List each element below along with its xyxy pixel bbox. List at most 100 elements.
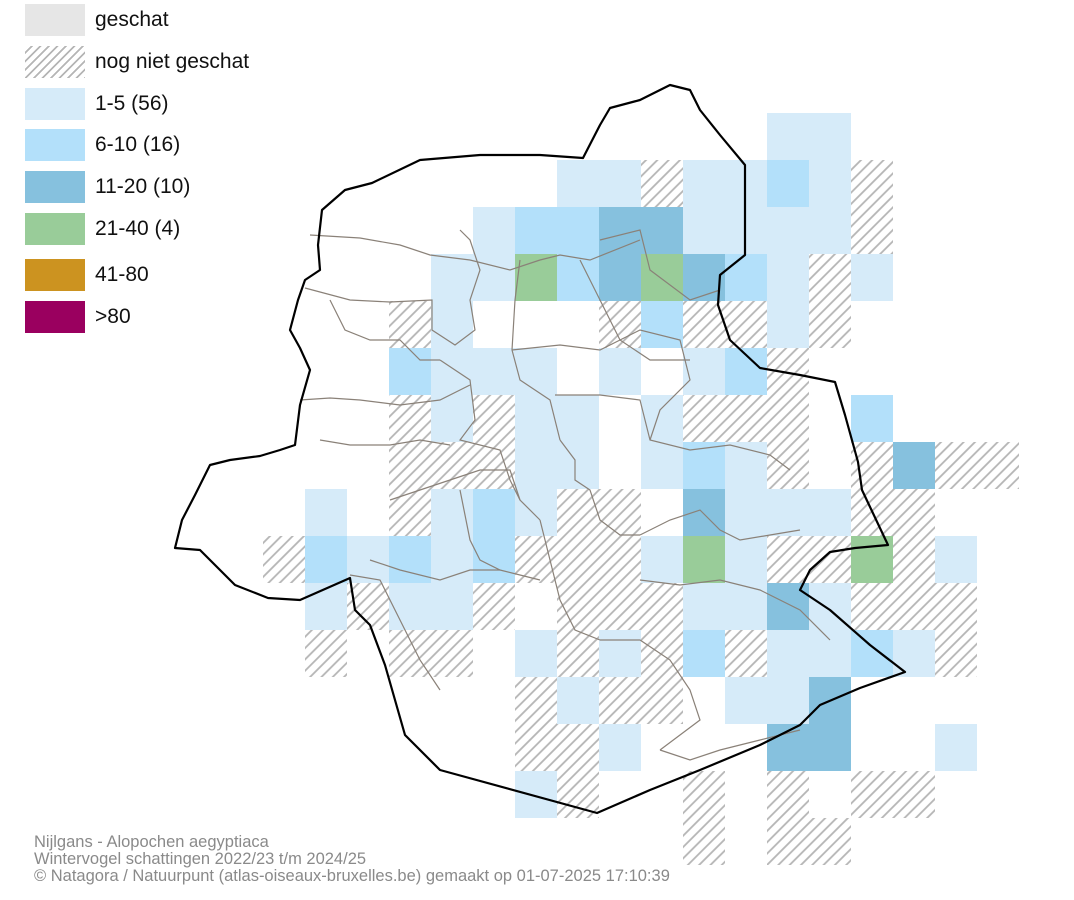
grid-cell-11-20 — [893, 442, 935, 489]
legend-item-11-20: 11-20 (10) — [25, 171, 190, 203]
grid-cell-not-estimated — [893, 536, 935, 583]
grid-cell-not-estimated — [389, 301, 431, 348]
grid-cell-not-estimated — [725, 630, 767, 677]
grid-cell-1-5 — [557, 160, 599, 207]
legend-swatch-6-10 — [25, 129, 85, 161]
grid-cell-1-5 — [809, 630, 851, 677]
grid-cell-1-5 — [473, 207, 515, 254]
grid-cell-11-20 — [809, 724, 851, 771]
legend-item-not-estimated: nog niet geschat — [25, 46, 249, 78]
grid-cell-11-20 — [599, 207, 641, 254]
grid-cell-not-estimated — [935, 630, 977, 677]
legend-label: >80 — [95, 305, 131, 328]
legend-item-1-5: 1-5 (56) — [25, 88, 169, 120]
grid-cell-6-10 — [389, 536, 431, 583]
region-boundary — [173, 83, 907, 815]
grid-cell-not-estimated — [683, 818, 725, 865]
grid-cell-1-5 — [809, 489, 851, 536]
grid-cell-not-estimated — [767, 536, 809, 583]
legend-label: 1-5 (56) — [95, 92, 169, 115]
grid-cell-not-estimated — [809, 536, 851, 583]
grid-cell-1-5 — [515, 771, 557, 818]
grid-cell-not-estimated — [767, 771, 809, 818]
grid-cell-1-5 — [725, 536, 767, 583]
legend-label: 6-10 (16) — [95, 133, 181, 156]
legend-item-6-10: 6-10 (16) — [25, 129, 180, 161]
grid-cell-not-estimated — [557, 630, 599, 677]
grid-cell-1-5 — [515, 630, 557, 677]
grid-cell-6-10 — [557, 207, 599, 254]
grid-cell-not-estimated — [431, 630, 473, 677]
grid-cell-not-estimated — [683, 301, 725, 348]
grid-cell-not-estimated — [851, 160, 893, 207]
grid-cell-1-5 — [431, 254, 473, 301]
grid-cell-1-5 — [515, 348, 557, 395]
grid-cell-not-estimated — [263, 536, 305, 583]
grid-cell-1-5 — [557, 395, 599, 442]
legend-label: nog niet geschat — [95, 50, 250, 73]
grid-cell-not-estimated — [809, 818, 851, 865]
grid-cell-not-estimated — [599, 301, 641, 348]
grid-cell-not-estimated — [977, 442, 1019, 489]
grid-cell-not-estimated — [767, 348, 809, 395]
grid-cell-1-5 — [767, 113, 809, 160]
grid-cell-not-estimated — [389, 395, 431, 442]
grid-cell-not-estimated — [515, 536, 557, 583]
grid-cell-11-20 — [599, 254, 641, 301]
legend-swatch-21-40 — [25, 213, 85, 245]
grid-cell-6-10 — [851, 395, 893, 442]
legend-swatch-11-20 — [25, 171, 85, 203]
grid-cell-1-5 — [767, 677, 809, 724]
grid-cell-not-estimated — [683, 395, 725, 442]
grid-cell-not-estimated — [557, 536, 599, 583]
grid-cell-1-5 — [809, 113, 851, 160]
grid-cell-6-10 — [515, 207, 557, 254]
grid-cell-1-5 — [515, 442, 557, 489]
grid-cell-not-estimated — [851, 442, 893, 489]
grid-cell-not-estimated — [809, 301, 851, 348]
legend-swatch-over-80 — [25, 301, 85, 333]
grid-cell-not-estimated — [431, 442, 473, 489]
grid-cell-1-5 — [851, 254, 893, 301]
grid-cell-1-5 — [725, 583, 767, 630]
grid-cell-1-5 — [641, 395, 683, 442]
grid-cell-1-5 — [725, 677, 767, 724]
grid-cell-not-estimated — [389, 442, 431, 489]
grid-cell-1-5 — [599, 724, 641, 771]
grid-cell-not-estimated — [893, 583, 935, 630]
legend-label: 41-80 — [95, 263, 149, 286]
grid-cell-1-5 — [893, 630, 935, 677]
grid-cell-11-20 — [641, 207, 683, 254]
grid-cell-not-estimated — [515, 677, 557, 724]
grid-cell-1-5 — [431, 583, 473, 630]
grid-cell-1-5 — [641, 442, 683, 489]
grid-cell-not-estimated — [935, 442, 977, 489]
grid-cell-not-estimated — [641, 677, 683, 724]
grid-cell-1-5 — [641, 536, 683, 583]
legend-swatch-1-5 — [25, 88, 85, 120]
grid-cell-1-5 — [431, 348, 473, 395]
grid-cell-1-5 — [515, 489, 557, 536]
grid-cell-1-5 — [683, 207, 725, 254]
grid-cell-not-estimated — [389, 630, 431, 677]
grid-cell-not-estimated — [599, 489, 641, 536]
legend-item-41-80: 41-80 — [25, 259, 149, 291]
legend-swatch-41-80 — [25, 259, 85, 291]
grid-cell-not-estimated — [557, 489, 599, 536]
grid-cell-6-10 — [305, 536, 347, 583]
legend-label: 21-40 (4) — [95, 217, 181, 240]
grid-cell-not-estimated — [851, 583, 893, 630]
grid-cell-not-estimated — [473, 395, 515, 442]
grid-cell-1-5 — [599, 630, 641, 677]
legend-label: geschat — [95, 8, 169, 31]
grid-cell-not-estimated — [599, 583, 641, 630]
grid-cell-6-10 — [641, 301, 683, 348]
grid-cell-not-estimated — [809, 254, 851, 301]
grid-cell-not-estimated — [641, 160, 683, 207]
grid-cell-1-5 — [599, 160, 641, 207]
grid-cell-not-estimated — [683, 771, 725, 818]
grid-cell-6-10 — [683, 630, 725, 677]
grid-cell-6-10 — [683, 442, 725, 489]
grid-cell-6-10 — [767, 160, 809, 207]
